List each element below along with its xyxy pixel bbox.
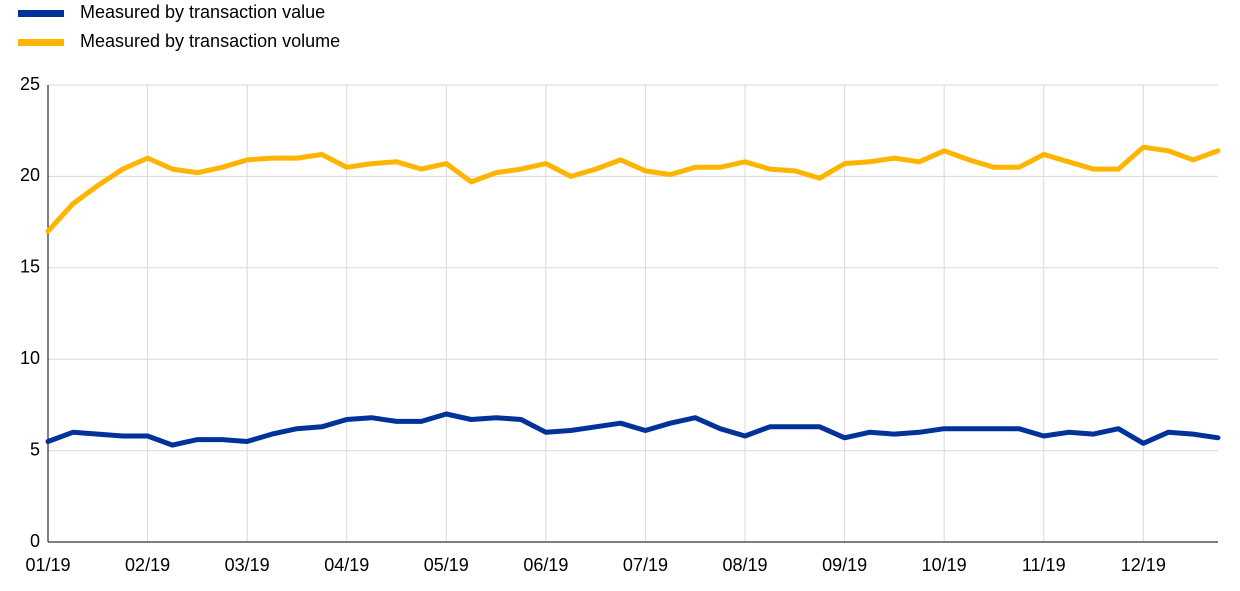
series-line (45, 144, 1221, 234)
x-tick-label: 09/19 (822, 555, 867, 575)
y-tick-label: 15 (20, 257, 40, 277)
legend-label: Measured by transaction value (80, 2, 325, 22)
x-tick-label: 11/19 (1022, 555, 1066, 575)
y-tick-label: 20 (20, 165, 40, 185)
x-tick-label: 01/19 (25, 555, 70, 575)
x-tick-label: 05/19 (424, 555, 469, 575)
x-tick-label: 03/19 (225, 555, 270, 575)
legend-swatch (18, 10, 64, 17)
x-tick-label: 08/19 (722, 555, 767, 575)
legend-label: Measured by transaction volume (80, 31, 340, 51)
x-tick-label: 07/19 (623, 555, 668, 575)
x-tick-label: 06/19 (523, 555, 568, 575)
x-tick-label: 10/19 (922, 555, 967, 575)
legend-swatch (18, 39, 64, 46)
series-line (45, 411, 1221, 448)
y-tick-label: 25 (20, 74, 40, 94)
x-tick-label: 12/19 (1121, 555, 1166, 575)
y-tick-label: 5 (30, 439, 40, 459)
x-tick-label: 04/19 (324, 555, 369, 575)
x-tick-label: 02/19 (125, 555, 170, 575)
y-tick-label: 10 (20, 348, 40, 368)
y-tick-label: 0 (30, 531, 40, 551)
